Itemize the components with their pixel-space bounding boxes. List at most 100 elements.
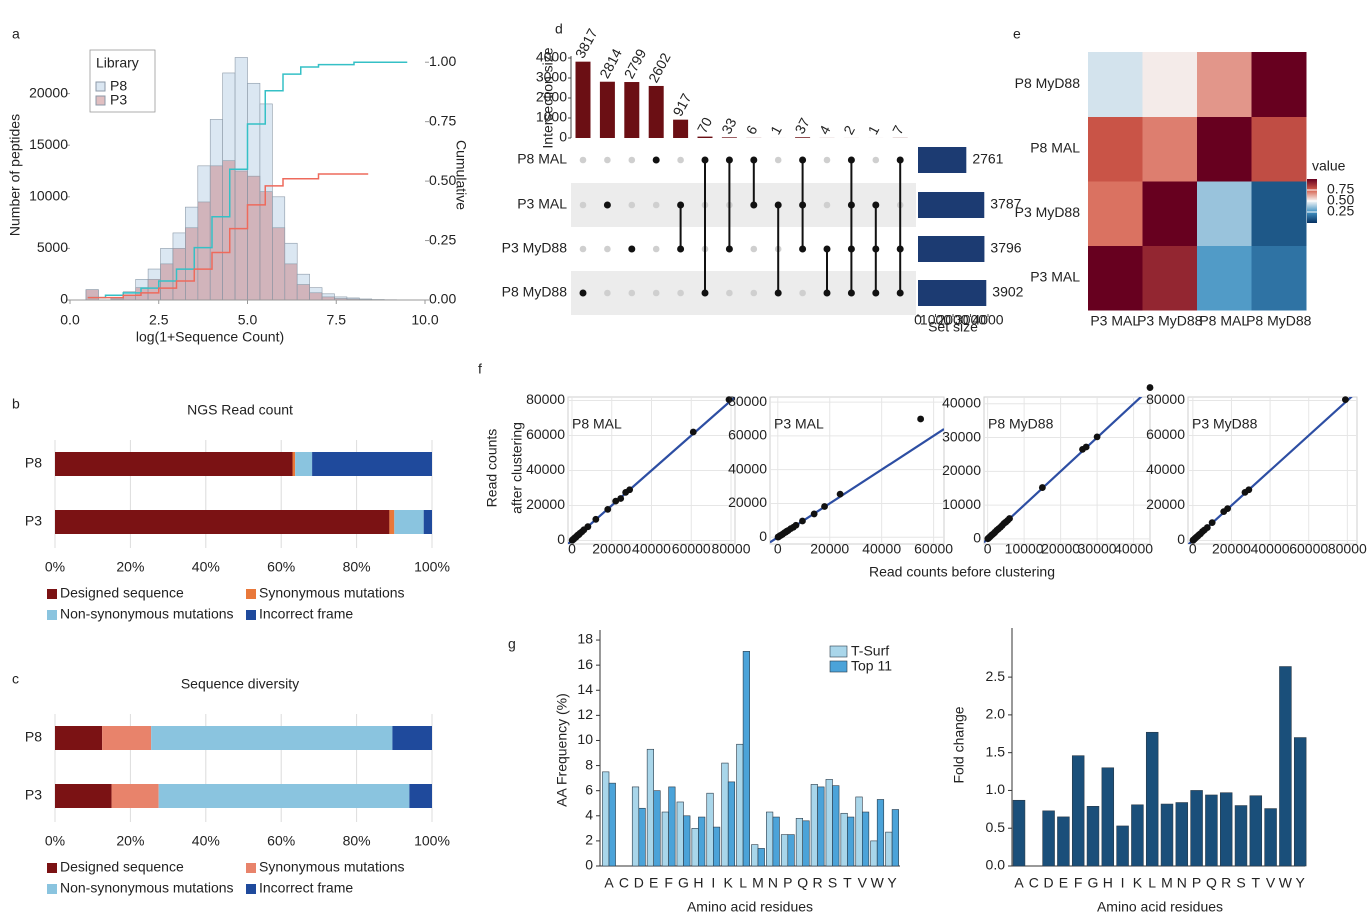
- x-tick-label: 40000: [1251, 541, 1290, 557]
- member-dot: [799, 245, 807, 253]
- point: [810, 510, 818, 518]
- member-dot: [823, 245, 831, 253]
- cumulative-line: [87, 173, 369, 299]
- x-tick-label: K: [724, 875, 734, 891]
- x-tick-label: 0: [774, 541, 782, 557]
- x-tick-label: 1000: [920, 312, 951, 328]
- bar: [766, 811, 774, 867]
- x-tick-label: 0: [1189, 541, 1197, 557]
- panel-label: c: [12, 671, 19, 687]
- x-tick-label: D: [1044, 875, 1054, 891]
- row-band: [571, 271, 916, 315]
- y-tick-label: 10: [577, 731, 593, 747]
- bar: [817, 786, 825, 867]
- y-tick-label: 0.0: [986, 857, 1006, 873]
- point: [792, 521, 800, 529]
- point: [626, 486, 634, 494]
- bar: [847, 816, 855, 867]
- legend-swatch: [246, 589, 256, 599]
- y-tick-label: 4: [585, 806, 593, 822]
- intersection-bar: [795, 137, 811, 138]
- y-tick-label: 0: [557, 531, 565, 547]
- x-tick-label: C: [1029, 875, 1039, 891]
- fit-line: [1188, 397, 1353, 544]
- member-dot: [896, 289, 904, 297]
- heatmap-cell: [1251, 245, 1307, 311]
- x-tick-label: P8 MAL: [1199, 313, 1249, 329]
- empty-dot: [677, 289, 684, 297]
- x-tick-label: 7.5: [327, 312, 347, 328]
- empty-dot: [579, 201, 587, 209]
- empty-dot: [652, 289, 660, 297]
- member-dot: [750, 156, 758, 164]
- bar: [751, 844, 759, 867]
- bar-segment: [55, 784, 112, 808]
- x-tick-label: N: [1177, 875, 1187, 891]
- x-tick-label: M: [752, 875, 764, 891]
- x-tick-label: 60%: [267, 833, 295, 849]
- legend-label: Top 11: [851, 658, 892, 674]
- bar: [861, 811, 870, 867]
- y-tick-label: 1000: [536, 109, 567, 125]
- x-tick-label: S: [828, 875, 837, 891]
- intersection-bar: [648, 85, 664, 138]
- panel-title: P8 MyD88: [988, 416, 1054, 432]
- x-tick-label: 40000: [1114, 541, 1153, 557]
- y-tick-label: 30000: [942, 428, 981, 444]
- y-tick-label: 80000: [1146, 391, 1185, 407]
- heatmap-cell: [1142, 52, 1198, 117]
- bar: [1249, 795, 1263, 867]
- histogram-bar: [85, 289, 99, 301]
- legend-swatch: [95, 95, 106, 106]
- x-tick-label: 10.0: [411, 312, 438, 328]
- bar: [653, 790, 661, 867]
- panel-title: P3 MyD88: [1192, 416, 1258, 432]
- legend-label: T-Surf: [851, 643, 889, 659]
- x-axis-title: Amino acid residues: [1097, 899, 1223, 915]
- empty-dot: [628, 156, 636, 164]
- x-tick-label: 80000: [1328, 541, 1367, 557]
- point: [1093, 433, 1101, 441]
- bar-segment: [111, 784, 159, 808]
- bar-segment: [392, 726, 432, 750]
- x-axis-title: Read counts before clustering: [869, 564, 1055, 580]
- y-tick-label: 1.0: [986, 781, 1006, 797]
- y-tick-label: 0: [759, 528, 767, 544]
- x-tick-label: D: [634, 875, 644, 891]
- y-tick-label: 60000: [526, 426, 565, 442]
- bar: [736, 743, 744, 867]
- point: [1082, 443, 1090, 451]
- bar-segment: [295, 452, 313, 476]
- histogram-bar: [296, 284, 310, 301]
- fit-line: [770, 428, 944, 544]
- bar: [1145, 731, 1159, 867]
- x-tick-label: 0%: [45, 833, 65, 849]
- set-size-label: 3902: [992, 284, 1023, 300]
- member-dot: [896, 245, 904, 253]
- bar: [1116, 825, 1129, 867]
- x-tick-label: 4000: [972, 312, 1003, 328]
- y-tick-label: P8 MAL: [1030, 139, 1080, 155]
- legend-swatch: [246, 884, 256, 894]
- bar: [1279, 666, 1292, 867]
- legend-swatch: [246, 610, 256, 620]
- empty-dot: [652, 201, 660, 209]
- intersection-bar: [599, 81, 615, 138]
- member-dot: [872, 289, 880, 297]
- bar: [1264, 808, 1277, 867]
- intersection-label: 70: [694, 114, 716, 135]
- histogram-bar: [234, 170, 248, 301]
- x-tick-label: 0: [914, 312, 922, 328]
- x-tick-label: M: [1161, 875, 1173, 891]
- empty-dot: [628, 289, 636, 297]
- heatmap-cell: [1142, 181, 1198, 246]
- histogram-bar: [272, 227, 286, 301]
- empty-dot: [872, 156, 880, 164]
- bar: [1205, 794, 1218, 867]
- bar: [638, 807, 646, 867]
- legend-swatch: [829, 645, 848, 658]
- y-tick-label: 40000: [1146, 461, 1185, 477]
- member-dot: [847, 156, 855, 164]
